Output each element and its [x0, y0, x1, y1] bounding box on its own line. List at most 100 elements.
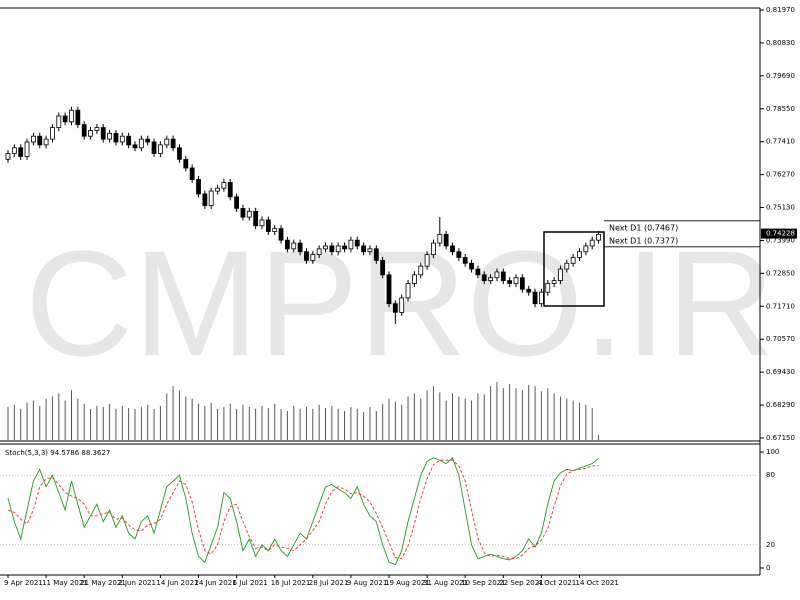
- y-tick-label: 100: [766, 448, 779, 456]
- candle-body: [284, 239, 290, 250]
- y-tick-label: 0.72850: [766, 269, 795, 277]
- y-tick-label: 0.75130: [766, 204, 795, 212]
- candle-body: [297, 242, 303, 253]
- candle-body: [183, 158, 189, 169]
- candle-body: [62, 115, 68, 123]
- candle-body: [551, 280, 557, 284]
- candle-body: [265, 219, 271, 232]
- candle-body: [532, 291, 538, 305]
- candle-body: [513, 277, 519, 284]
- candle-body: [43, 138, 49, 146]
- candle-body: [259, 219, 265, 227]
- candle-body: [119, 135, 125, 143]
- candle-body: [126, 135, 132, 146]
- candle-body: [564, 262, 570, 270]
- candle-body: [386, 274, 392, 305]
- candle-body: [24, 141, 30, 157]
- candle-body: [100, 127, 106, 140]
- candle-body: [202, 193, 208, 206]
- highlight-box: [543, 231, 605, 307]
- candle-body: [18, 147, 24, 157]
- x-tick-label: 10 Sep 2021: [461, 579, 505, 587]
- x-tick-label: 19 Aug 2021: [385, 579, 430, 587]
- candle-body: [310, 254, 316, 261]
- y-tick-label: 20: [766, 541, 775, 549]
- x-tick-label: 6 Jul 2021: [233, 579, 268, 587]
- candle-body: [596, 233, 601, 241]
- y-tick-label: 0.67150: [766, 434, 795, 442]
- candle-body: [5, 153, 11, 160]
- y-tick-label: 0.73990: [766, 236, 795, 244]
- candle-body: [75, 109, 81, 126]
- candle-body: [373, 248, 379, 261]
- x-tick-label: 16 Jul 2021: [271, 579, 311, 587]
- x-tick-label: 14 Jun 2021: [156, 579, 198, 587]
- candle-body: [558, 268, 563, 282]
- candle-body: [354, 239, 360, 247]
- candle-body: [392, 303, 398, 313]
- y-tick-label: 0.71710: [766, 302, 795, 310]
- candle-body: [577, 251, 582, 258]
- candle-body: [462, 257, 468, 264]
- candle-body: [113, 132, 119, 143]
- candle-body: [469, 262, 474, 270]
- candle-body: [437, 233, 443, 244]
- x-tick-label: 21 May 2021: [80, 579, 126, 587]
- stoch-line: [7, 457, 599, 566]
- y-tick-label: 0.70570: [766, 335, 795, 343]
- candle-body: [208, 190, 214, 206]
- candle-body: [291, 242, 297, 250]
- current-price-label: 0.74228: [766, 230, 795, 238]
- y-tick-label: 0: [766, 564, 770, 572]
- candle-body: [411, 274, 417, 284]
- candle-body: [253, 210, 259, 227]
- candle-body: [132, 144, 138, 149]
- candle-body: [488, 277, 494, 282]
- candle-body: [519, 277, 525, 290]
- candle-body: [424, 254, 430, 267]
- current-price-box: [761, 228, 797, 239]
- candle-body: [361, 245, 367, 253]
- candle-body: [329, 245, 335, 253]
- candle-body: [145, 138, 151, 143]
- candle-body: [170, 138, 176, 149]
- candle-body: [494, 271, 500, 279]
- candle-body: [380, 259, 386, 276]
- y-tick-label: 0.68290: [766, 401, 795, 409]
- y-tick-label: 0.80830: [766, 39, 795, 47]
- candle-body: [69, 109, 74, 123]
- candle-body: [450, 245, 455, 253]
- candle-body: [342, 245, 347, 250]
- x-tick-label: 9 Aug 2021: [347, 579, 387, 587]
- y-tick-label: 0.79690: [766, 72, 795, 80]
- candle-body: [583, 245, 589, 253]
- candle-body: [50, 127, 55, 140]
- candle-body: [278, 228, 284, 241]
- stoch-line: [7, 459, 599, 560]
- candle-body: [196, 179, 201, 195]
- x-tick-label: 24 Jun 2021: [195, 579, 237, 587]
- candle-body: [157, 144, 163, 154]
- candle-body: [189, 167, 195, 180]
- y-tick-label: 0.76270: [766, 171, 795, 179]
- candle-body: [316, 248, 322, 256]
- x-tick-label: 28 Jul 2021: [309, 579, 349, 587]
- candle-body: [456, 251, 462, 258]
- y-tick-label: 0.78550: [766, 105, 795, 113]
- candle-body: [37, 135, 43, 146]
- candle-body: [539, 291, 544, 305]
- candle-body: [405, 283, 411, 299]
- candle-body: [56, 115, 62, 128]
- candle-body: [164, 138, 170, 146]
- x-tick-label: 31 Aug 2021: [423, 579, 468, 587]
- candle-body: [81, 124, 87, 137]
- candle-body: [367, 248, 373, 253]
- level-label: Next D1 (0.7377): [609, 236, 678, 245]
- candle-body: [272, 228, 278, 232]
- candle-body: [30, 135, 36, 143]
- y-tick-label: 0.81970: [766, 6, 795, 14]
- candle-body: [335, 245, 341, 253]
- candle-body: [94, 127, 100, 131]
- candle-body: [151, 141, 157, 154]
- y-tick-label: 0.77410: [766, 138, 795, 146]
